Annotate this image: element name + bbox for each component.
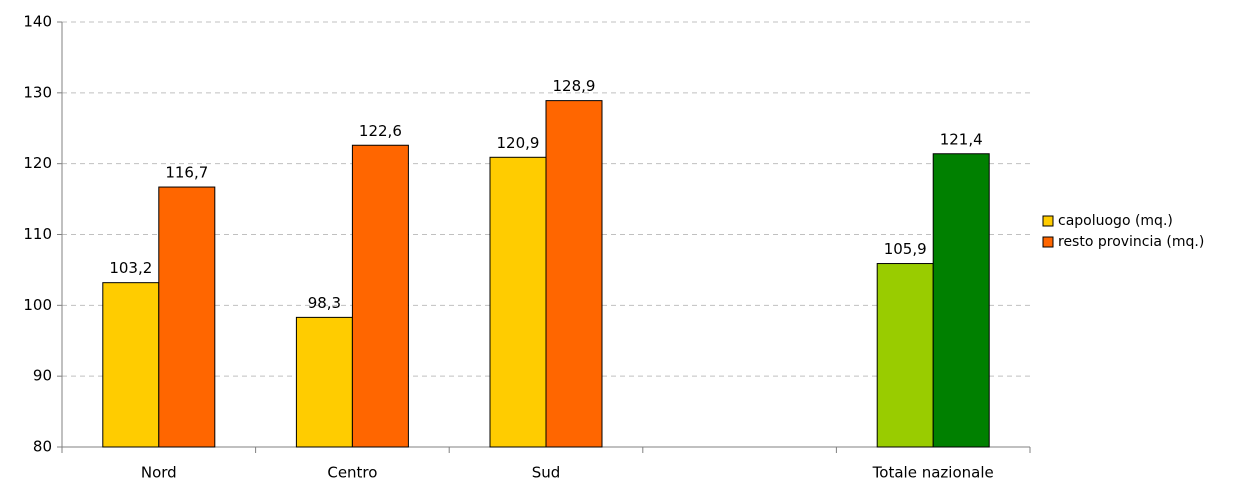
bar (102, 282, 160, 448)
bar (932, 153, 990, 448)
x-tick-label: Sud (532, 464, 561, 482)
bar (545, 100, 603, 448)
value-label: 116,7 (165, 164, 208, 182)
value-label: 128,9 (553, 77, 596, 95)
value-label: 105,9 (884, 240, 927, 258)
bar (489, 156, 547, 448)
y-tick-label: 100 (23, 296, 52, 314)
x-tick-label: Centro (327, 464, 377, 482)
bar (351, 144, 409, 448)
y-tick-label: 130 (23, 83, 52, 101)
x-tick-label: Totale nazionale (872, 464, 994, 482)
y-tick-label: 120 (23, 154, 52, 172)
value-label: 103,2 (109, 259, 152, 277)
legend-label: resto provincia (mq.) (1058, 234, 1204, 250)
value-label: 98,3 (308, 294, 341, 312)
legend-swatch (1042, 236, 1054, 248)
value-label: 121,4 (940, 130, 983, 148)
bar (158, 186, 216, 448)
y-tick-label: 90 (33, 367, 52, 385)
bar (876, 263, 934, 448)
legend-swatch (1042, 215, 1054, 227)
bar (295, 316, 353, 448)
y-tick-label: 110 (23, 225, 52, 243)
x-tick-label: Nord (141, 464, 177, 482)
value-label: 122,6 (359, 122, 402, 140)
legend-label: capoluogo (mq.) (1058, 213, 1173, 229)
value-label: 120,9 (497, 134, 540, 152)
y-tick-label: 140 (23, 13, 52, 31)
y-tick-label: 80 (33, 438, 52, 456)
